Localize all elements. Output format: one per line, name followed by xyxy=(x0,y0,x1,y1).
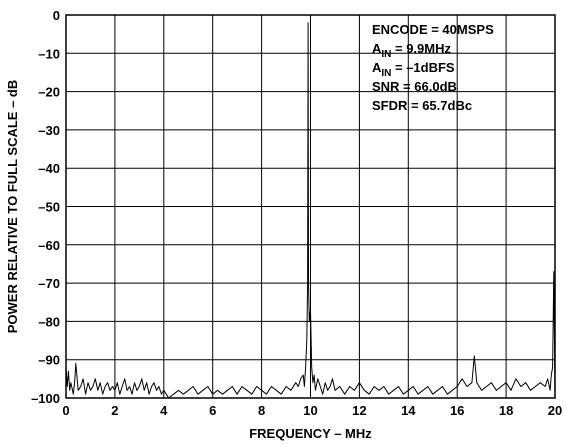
annotation-subscript: IN xyxy=(381,49,391,60)
annotation-line: AIN = –1dBFS xyxy=(372,60,455,79)
annotation-line: ENCODE = 40MSPS xyxy=(372,22,494,37)
y-tick-label: –40 xyxy=(38,161,60,176)
x-tick-label: 16 xyxy=(450,403,464,418)
y-axis-title: POWER RELATIVE TO FULL SCALE – dB xyxy=(5,80,20,334)
x-tick-label: 6 xyxy=(209,403,216,418)
annotation-line: SFDR = 65.7dBc xyxy=(372,98,472,113)
x-tick-label: 8 xyxy=(258,403,265,418)
x-tick-label: 18 xyxy=(499,403,513,418)
spectrum-trace-group xyxy=(65,22,556,399)
y-tick-label: –50 xyxy=(38,200,60,215)
annotation-symbol: A xyxy=(372,41,382,56)
x-tick-label: 10 xyxy=(303,403,317,418)
x-tick-labels: 0 2 4 6 8 10 12 14 16 18 20 xyxy=(62,403,562,418)
x-tick-label: 14 xyxy=(401,403,416,418)
y-tick-label: 0 xyxy=(53,8,60,23)
y-tick-label: –80 xyxy=(38,314,60,329)
y-tick-labels: 0 –10 –20 –30 –40 –50 –60 –70 –80 –90 –100 xyxy=(31,8,60,406)
annotation-line: SNR = 66.0dB xyxy=(372,79,457,94)
y-tick-label: –30 xyxy=(38,123,60,138)
annotation-value: = 9.9MHz xyxy=(391,41,451,56)
grid-lines xyxy=(65,14,556,399)
y-tick-label: –70 xyxy=(38,276,60,291)
annotation-value: = –1dBFS xyxy=(391,60,455,75)
x-tick-label: 12 xyxy=(352,403,366,418)
y-tick-label: –60 xyxy=(38,238,60,253)
plot-frame xyxy=(65,14,556,399)
y-tick-label: –90 xyxy=(38,353,60,368)
annotation-symbol: A xyxy=(372,60,382,75)
y-tick-label: –100 xyxy=(31,391,60,406)
annotation-subscript: IN xyxy=(381,68,391,79)
y-tick-label: –10 xyxy=(38,46,60,61)
x-tick-label: 4 xyxy=(160,403,168,418)
x-tick-label: 2 xyxy=(111,403,118,418)
x-tick-label: 20 xyxy=(548,403,562,418)
x-tick-label: 0 xyxy=(62,403,69,418)
spectrum-trace xyxy=(65,22,556,399)
annotation-line: AIN = 9.9MHz xyxy=(372,41,451,60)
x-axis-title: FREQUENCY – MHz xyxy=(249,426,372,441)
y-tick-label: –20 xyxy=(38,85,60,100)
